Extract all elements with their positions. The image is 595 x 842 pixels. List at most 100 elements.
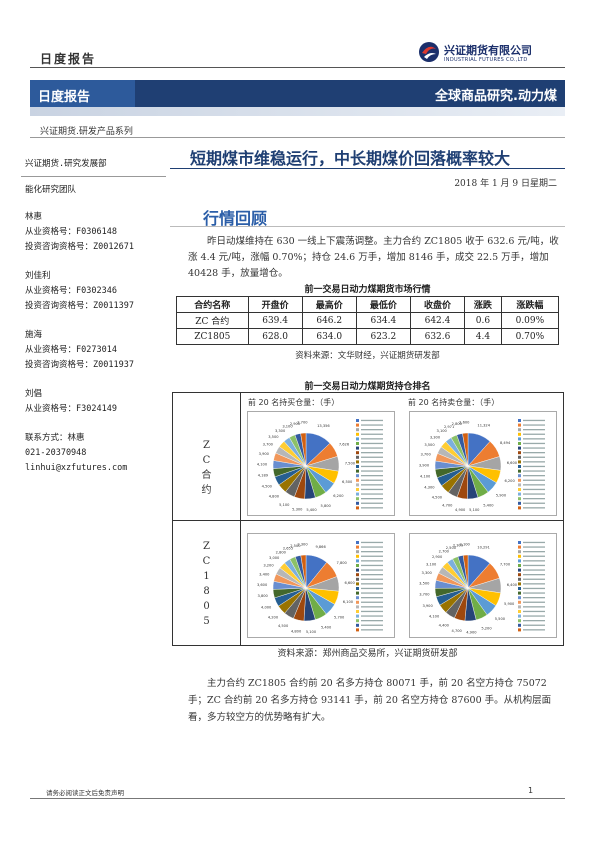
legend-entry	[361, 447, 383, 449]
legend-swatch	[356, 460, 359, 464]
legend-entry	[523, 442, 545, 445]
row-label-char: 5	[203, 616, 210, 627]
legend-entry	[361, 479, 383, 481]
legend-entry	[523, 587, 545, 590]
legend-entry	[523, 629, 545, 631]
legend-entry	[361, 456, 383, 458]
legend-entry	[361, 465, 383, 468]
analyst-name: 刘佳利	[25, 271, 51, 281]
table-cell: 623.2	[355, 328, 411, 345]
legend-swatch	[518, 605, 521, 609]
pie-data-label: 5,900	[496, 494, 507, 498]
legend-swatch	[518, 582, 521, 586]
legend-entry	[361, 419, 383, 422]
analyst-license: 投资咨询资格号：Z0012671	[25, 242, 134, 252]
pie-data-label: 4,189	[258, 474, 269, 478]
pie-data-label: 4,100	[429, 615, 440, 619]
legend-swatch	[356, 541, 359, 544]
row-label-char: 8	[203, 586, 210, 597]
table-cell: 0.6	[464, 312, 502, 329]
pie-data-label: 3,500	[424, 443, 435, 447]
legend-swatch	[356, 455, 359, 459]
row-label-zc: Z C 合 约	[173, 438, 240, 498]
report-headline: 短期煤市维稳运行，中长期煤价回落概率较大	[190, 149, 511, 168]
pie-slice	[300, 432, 307, 467]
legend-entry	[523, 620, 545, 622]
pie-data-label: 3,700	[420, 453, 431, 457]
analyst-license: 投资咨询资格号：Z0011937	[25, 360, 134, 370]
legend-swatch	[356, 628, 359, 632]
legend-swatch	[356, 497, 359, 501]
pie-data-label: 7,626	[339, 442, 350, 446]
pie-data-label: 3,100	[282, 425, 293, 429]
legend-entry	[361, 433, 383, 435]
legend-entry	[523, 479, 545, 481]
legend-entry	[361, 620, 383, 622]
legend-entry	[361, 592, 383, 594]
legend-swatch	[356, 559, 359, 563]
legend-entry	[523, 465, 545, 468]
pie-data-label: 4,900	[466, 630, 477, 634]
legend-swatch	[356, 582, 359, 586]
pie-chart-zc1805-long: 9,866 7,800 6,600 6,100 5,700 5,400 5,100 4,800…	[247, 533, 395, 638]
legend-entry	[523, 541, 545, 544]
legend-entry	[523, 546, 545, 548]
pie-data-label: 3,100	[437, 429, 448, 433]
legend-entry	[361, 560, 383, 562]
legend-entry	[523, 606, 545, 608]
pie-data-label: 4,700	[452, 629, 463, 633]
legend-swatch	[518, 437, 521, 441]
legend-swatch	[518, 614, 521, 618]
legend-entry	[523, 624, 545, 626]
legend-entry	[523, 461, 545, 463]
pie-data-label: 3,500	[268, 435, 279, 439]
grid-divider	[173, 520, 563, 521]
legend-entry	[523, 419, 545, 422]
contact-email[interactable]: linhui@xzfutures.com	[25, 463, 128, 473]
legend-entry	[361, 597, 383, 599]
team-name: 能化研究团队	[25, 185, 77, 195]
dept-name: 兴证期货.研究发展部	[25, 159, 107, 169]
pie-data-label: 5,200	[481, 626, 492, 630]
table-cell: 646.2	[301, 312, 357, 329]
table-header-row: 合约名称 开盘价 最高价 最低价 收盘价 涨跌 涨跌幅	[176, 296, 560, 313]
legend-entry	[361, 429, 383, 431]
pie-data-label: 3,700	[263, 443, 274, 447]
table-cell: ZC 合约	[176, 312, 249, 329]
legend-entry	[523, 597, 545, 599]
legend-entry	[523, 610, 545, 613]
legend-entry	[361, 484, 383, 486]
table-cell: 632.6	[409, 328, 466, 345]
legend-entry	[361, 624, 383, 626]
legend-swatch	[518, 423, 521, 427]
header-divider	[30, 67, 565, 68]
legend-entry	[361, 502, 383, 504]
legend-entry	[361, 424, 383, 426]
pie-data-label: 2,900	[290, 422, 301, 426]
legend-swatch	[518, 492, 521, 496]
legend-entry	[523, 447, 545, 449]
legend-entry	[361, 461, 383, 463]
legend-entry	[523, 551, 545, 553]
legend-entry	[361, 578, 383, 580]
legend-swatch	[356, 478, 359, 482]
legend-swatch	[356, 568, 359, 572]
legend-swatch	[518, 619, 521, 623]
pie-data-label: 3,400	[259, 573, 270, 577]
legend-entry	[523, 470, 545, 472]
analyst-license: 从业资格号：F0273014	[25, 345, 117, 355]
table-cell: 639.4	[247, 312, 303, 329]
pie-data-label: 5,100	[469, 508, 480, 512]
market-review-paragraph: 昨日动煤维持在 630 一线上下震荡调整。主力合约 ZC1805 收于 632.…	[188, 236, 559, 279]
legend-swatch	[518, 446, 521, 450]
pie-data-label: 6,500	[342, 480, 353, 484]
pie-data-label: 6,100	[343, 600, 354, 604]
page-number: 1	[528, 786, 534, 795]
legend-entry	[361, 601, 383, 603]
pie-data-label: 2,300	[453, 544, 464, 548]
legend-swatch	[518, 573, 521, 577]
table-cell: 642.4	[409, 312, 466, 329]
legend-swatch	[356, 610, 359, 613]
legend-swatch	[356, 442, 359, 445]
analyst-license: 从业资格号：F0306148	[25, 227, 117, 237]
